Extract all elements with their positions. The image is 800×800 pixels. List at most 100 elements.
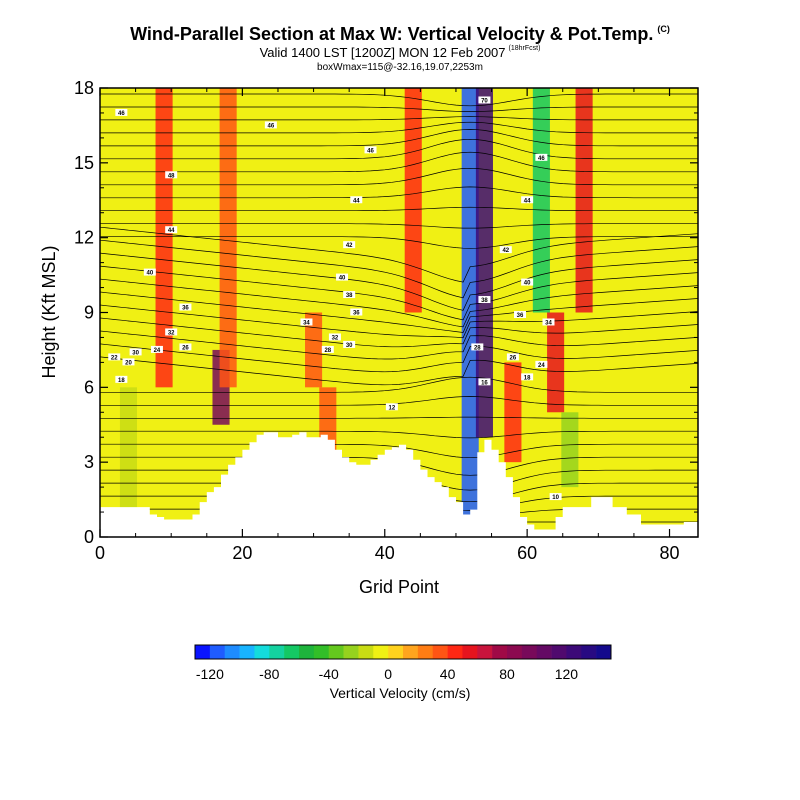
colorbar: -120 -80 -40 0 40 80 120	[194, 644, 612, 682]
terrain-profile	[100, 432, 698, 537]
theta-label: 30	[343, 340, 356, 349]
theta-contour	[100, 291, 698, 333]
x-tick-label: 40	[375, 543, 395, 563]
colorbar-tick-label: -80	[259, 666, 279, 682]
theta-label: 26	[179, 343, 192, 351]
x-axis: 0 20 40 60 80	[95, 88, 680, 563]
theta-label-text: 20	[125, 360, 132, 366]
colorbar-swatch	[462, 645, 478, 659]
theta-label: 70	[478, 96, 491, 104]
theta-label-bg	[343, 340, 356, 348]
x-tick-label: 80	[660, 543, 680, 563]
theta-label-text: 26	[182, 345, 189, 351]
theta-label-bg	[179, 343, 192, 351]
theta-contour	[100, 129, 698, 147]
colorbar-frame	[194, 644, 612, 660]
theta-label: 38	[478, 296, 491, 304]
theta-label-bg	[115, 108, 128, 116]
theta-label: 32	[165, 328, 178, 336]
y-axis-label: Height (Kft MSL)	[39, 245, 59, 378]
theta-label-bg	[122, 358, 135, 366]
velocity-feature	[404, 88, 422, 313]
terrain	[100, 432, 698, 537]
theta-label-text: 46	[538, 156, 545, 162]
colorbar-swatch	[209, 645, 226, 659]
colorbar-tick-label: 120	[555, 666, 579, 682]
theta-label: 26	[506, 353, 519, 361]
theta-contour	[100, 138, 698, 160]
valid-time: Valid 1400 LST [1200Z] MON 12 Feb 2007	[259, 45, 506, 60]
theta-label-text: 44	[168, 228, 175, 234]
theta-label: 34	[300, 318, 313, 326]
theta-contour	[100, 343, 698, 373]
theta-label-text: 10	[552, 495, 559, 501]
theta-label: 40	[336, 273, 349, 282]
theta-label-bg	[521, 373, 534, 381]
colorbar-swatch	[596, 645, 612, 659]
x-axis-label: Grid Point	[359, 577, 439, 597]
theta-contour	[100, 265, 698, 321]
theta-label: 38	[343, 291, 356, 299]
theta-label-text: 36	[353, 311, 360, 317]
theta-label-text: 22	[111, 355, 118, 361]
theta-label: 16	[478, 378, 491, 386]
theta-label-text: 70	[481, 98, 488, 104]
theta-contour	[100, 330, 698, 360]
theta-label-text: 30	[132, 350, 139, 356]
theta-label-bg	[478, 96, 491, 104]
forecast-hour: (18hrFcst)	[508, 45, 541, 52]
theta-contours	[100, 93, 698, 523]
theta-label-text: 38	[346, 293, 353, 299]
theta-contour	[100, 304, 698, 339]
theta-label-text: 18	[524, 375, 531, 381]
colorbar-swatch	[447, 645, 463, 659]
theta-contour	[100, 93, 698, 107]
theta-label-bg	[499, 246, 512, 254]
theta-contour	[100, 430, 698, 439]
colorbar-swatch	[551, 645, 567, 659]
theta-label: 46	[535, 153, 548, 162]
theta-label: 24	[150, 345, 163, 354]
theta-contour	[100, 317, 698, 348]
theta-label-bg	[115, 375, 128, 383]
theta-label: 46	[364, 146, 377, 154]
velocity-feature	[219, 88, 237, 388]
y-tick-label: 0	[84, 527, 94, 547]
colorbar-swatch	[507, 645, 523, 659]
colorbar-swatch	[536, 645, 552, 659]
colorbar-tick-label: -120	[196, 666, 224, 682]
theta-contour	[100, 278, 698, 328]
theta-contour	[100, 186, 698, 199]
theta-label-text: 24	[154, 348, 161, 354]
theta-label: 18	[521, 373, 534, 381]
theta-label: 28	[321, 345, 334, 354]
theta-label-bg	[506, 353, 519, 361]
y-tick-label: 15	[74, 153, 94, 173]
theta-label-text: 12	[389, 405, 396, 411]
theta-label-text: 42	[502, 248, 509, 254]
theta-label-text: 32	[332, 335, 339, 341]
theta-label-text: 44	[524, 198, 531, 204]
colorbar-tick-label: 80	[499, 666, 515, 682]
colorbar-swatch	[566, 645, 582, 659]
colorbar-swatch	[432, 645, 448, 659]
x-tick-label: 0	[95, 543, 105, 563]
colorbar-swatch	[269, 645, 285, 659]
box-info: boxWmax=115@-32.16,19.07,2253m	[317, 62, 483, 73]
colorbar-swatch	[358, 645, 374, 659]
theta-label-text: 36	[517, 313, 524, 319]
colorbar-tick-label: 40	[440, 666, 456, 682]
theta-label: 36	[179, 303, 192, 312]
velocity-feature	[547, 312, 565, 413]
theta-label-text: 46	[118, 111, 125, 117]
chart-subtitle: Valid 1400 LST [1200Z] MON 12 Feb 2007 (1…	[0, 45, 800, 60]
theta-label-bg	[179, 303, 192, 311]
theta-label-bg	[385, 403, 398, 411]
colorbar-swatch	[521, 645, 538, 659]
theta-label-text: 40	[339, 276, 346, 282]
theta-contour	[100, 356, 698, 386]
velocity-feature	[461, 88, 479, 525]
theta-label-text: 18	[118, 378, 125, 384]
theta-label-bg	[364, 146, 377, 154]
